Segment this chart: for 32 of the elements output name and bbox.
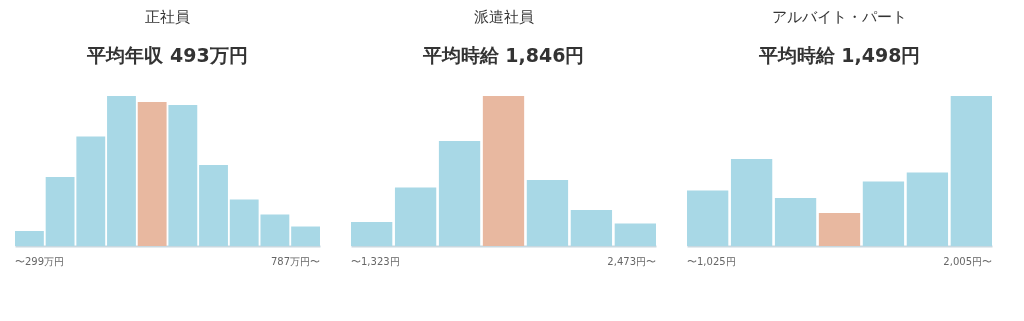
bar [438, 141, 481, 246]
bar [862, 181, 905, 246]
bar [199, 165, 228, 246]
bar [570, 210, 613, 246]
bar [614, 223, 656, 246]
bar [394, 187, 437, 246]
x-tick-label: 2,005円〜 [943, 255, 992, 267]
bar [774, 198, 817, 246]
chart-title: 正社員 [145, 8, 190, 26]
x-tick-label: 〜299万円 [15, 255, 65, 267]
bar [526, 180, 569, 246]
x-tick-label: 2,473円〜 [607, 255, 656, 267]
bar [168, 105, 198, 246]
bar [291, 226, 320, 246]
bar [351, 222, 393, 246]
bar [730, 159, 773, 246]
chart-title: 派遣社員 [473, 8, 534, 26]
chart-title: アルバイト・パート [772, 8, 907, 26]
bar [137, 102, 167, 246]
chart-subtitle: 平均時給 1,846円 [421, 44, 585, 66]
bar [818, 213, 861, 246]
chart-subtitle: 平均時給 1,498円 [757, 44, 921, 66]
bar [950, 96, 992, 246]
bar [482, 96, 525, 246]
bar [107, 96, 136, 246]
bar [15, 231, 44, 246]
x-tick-label: 787万円〜 [270, 255, 320, 267]
x-tick-label: 〜1,025円 [687, 255, 736, 267]
bar [687, 190, 729, 246]
chart-subtitle: 平均年収 493万円 [86, 44, 248, 66]
bar [906, 172, 949, 246]
x-tick-label: 〜1,323円 [351, 255, 400, 267]
